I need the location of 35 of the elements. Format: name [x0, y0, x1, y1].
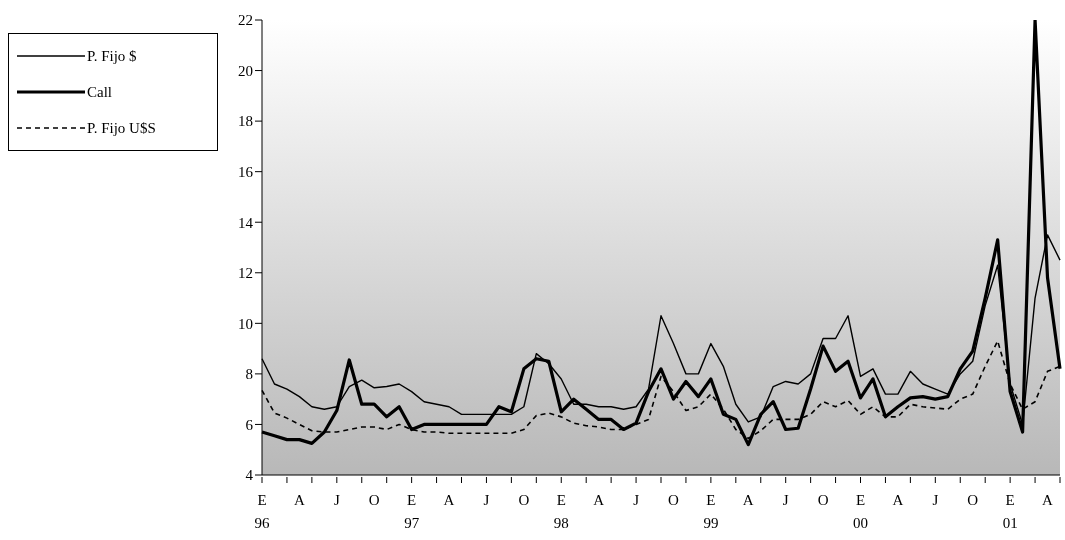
- x-tick-label: A: [593, 492, 605, 508]
- x-tick-label: O: [967, 492, 979, 508]
- x-tick-label: E 99: [703, 492, 719, 531]
- x-tick-label: A: [892, 492, 904, 508]
- y-tick-label: 18: [238, 113, 253, 130]
- x-tick-label: O: [817, 492, 829, 508]
- y-tick-label: 14: [238, 214, 254, 231]
- legend-label: P. Fijo U$S: [87, 119, 156, 137]
- x-tick-label: J: [483, 492, 490, 508]
- legend-label: Call: [87, 83, 112, 101]
- x-tick-label: A: [742, 492, 754, 508]
- x-tick-label: O: [668, 492, 680, 508]
- legend-label: P. Fijo $: [87, 47, 137, 65]
- x-tick-label: E 96: [254, 492, 270, 531]
- x-tick-label: J: [782, 492, 789, 508]
- x-tick-label: O: [368, 492, 380, 508]
- y-tick-label: 6: [245, 416, 254, 433]
- y-tick-label: 12: [238, 265, 253, 282]
- x-tick-label: J: [633, 492, 640, 508]
- x-tick-label: J: [333, 492, 340, 508]
- x-tick-label: E 00: [853, 492, 868, 531]
- y-tick-label: 20: [238, 62, 253, 79]
- y-tick-label: 16: [238, 163, 254, 180]
- x-tick-label: E 01: [1002, 492, 1018, 531]
- x-tick-label: J: [932, 492, 939, 508]
- x-tick-label: A: [293, 492, 305, 508]
- x-tick-label: O: [518, 492, 530, 508]
- y-tick-label: 4: [245, 467, 254, 484]
- x-tick-label: E 97: [404, 492, 420, 531]
- x-tick-label: A: [1042, 492, 1054, 508]
- y-tick-label: 22: [238, 12, 253, 29]
- y-tick-label: 8: [245, 366, 253, 383]
- x-tick-label: A: [443, 492, 455, 508]
- y-tick-label: 10: [238, 315, 253, 332]
- x-tick-label: E 98: [553, 492, 569, 531]
